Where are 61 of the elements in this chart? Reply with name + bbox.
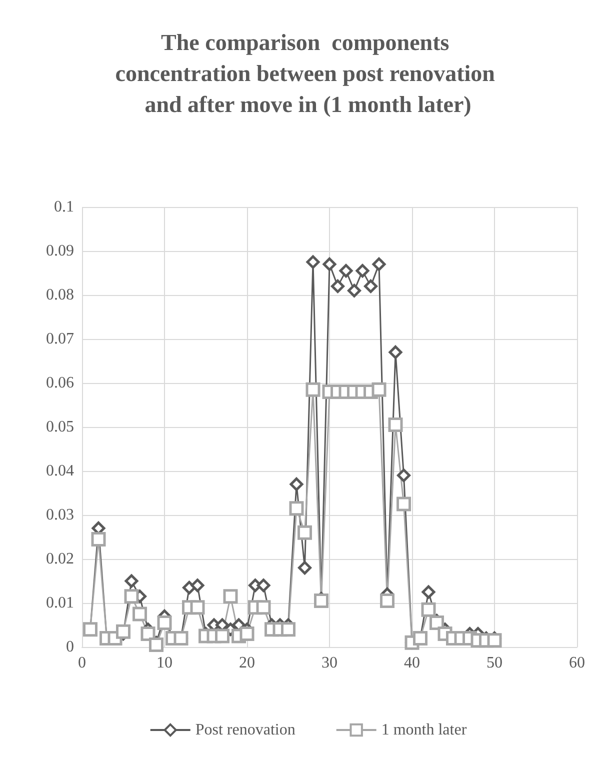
point	[281, 622, 296, 637]
point	[91, 532, 106, 546]
x-tick-label: 30	[322, 654, 338, 672]
point	[306, 382, 320, 397]
point	[124, 589, 139, 604]
point	[322, 257, 336, 271]
y-tick-label: 0.02	[46, 550, 74, 568]
x-tick-label: 20	[239, 654, 255, 672]
point	[149, 638, 164, 652]
point	[364, 279, 378, 293]
point	[289, 501, 304, 516]
point	[190, 600, 205, 615]
point	[339, 264, 353, 278]
point	[380, 594, 394, 608]
x-tick-label: 60	[569, 654, 585, 672]
point	[306, 255, 320, 269]
point	[256, 600, 271, 615]
y-tick-label: 0.08	[46, 286, 74, 304]
point	[157, 616, 172, 630]
point	[372, 382, 386, 397]
point	[356, 264, 370, 278]
y-tick-label: 0.06	[46, 374, 74, 392]
y-tick-label: 0.1	[54, 198, 74, 216]
point	[314, 594, 328, 608]
x-tick-label: 40	[404, 654, 420, 672]
point	[348, 284, 361, 298]
point	[215, 628, 230, 644]
point	[397, 468, 410, 482]
point	[388, 345, 402, 359]
point	[190, 578, 204, 592]
point	[290, 477, 304, 491]
chart-title: The comparison components concentration between post renovation and after move in (1 month later)	[115, 30, 501, 117]
point	[298, 525, 312, 540]
point	[223, 589, 238, 604]
y-tick-label: 0.07	[46, 330, 74, 348]
legend-label: Post renovation	[195, 722, 296, 738]
point	[140, 626, 156, 642]
x-tick-label: 10	[156, 654, 172, 672]
y-tick-label: 0.04	[46, 462, 74, 480]
point	[422, 585, 436, 599]
point	[116, 624, 130, 639]
point	[430, 616, 444, 630]
y-tick-label: 0.09	[46, 242, 74, 260]
x-tick-label: 0	[78, 654, 86, 672]
point	[298, 561, 312, 575]
legend-label: 1 month later	[381, 722, 468, 738]
y-tick-label: 0.01	[46, 594, 74, 612]
x-tick-label: 50	[486, 654, 502, 672]
point	[124, 574, 138, 588]
point	[396, 496, 411, 512]
y-tick-label: 0.05	[46, 418, 74, 436]
y-tick-label: 0.03	[46, 506, 74, 524]
point	[421, 602, 436, 617]
point	[331, 279, 344, 293]
point	[388, 418, 403, 432]
y-tick-label: 0	[66, 638, 74, 656]
point	[487, 633, 502, 648]
point	[372, 257, 386, 271]
point	[240, 626, 254, 642]
point	[256, 578, 270, 592]
point	[132, 606, 147, 622]
